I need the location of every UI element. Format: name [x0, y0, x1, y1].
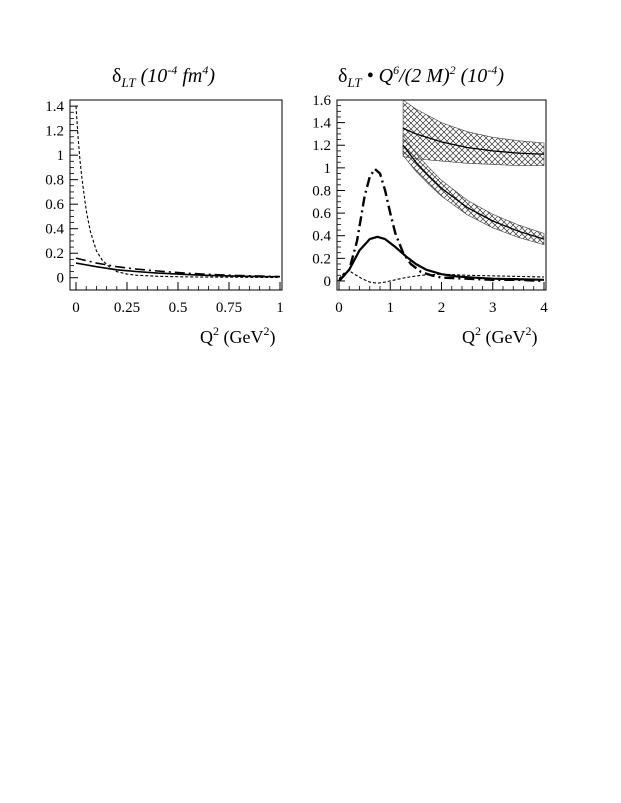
right-series-line-dashed	[338, 270, 545, 284]
left-x-tick-label: 0.5	[169, 300, 188, 316]
right-y-tick-label: 0.8	[312, 183, 331, 199]
left-y-tick-label: 0	[57, 271, 65, 287]
right-y-tick-label: 1	[324, 161, 332, 177]
left-y-tick-label: 1.2	[45, 124, 64, 140]
left-y-tick-label: 0.2	[45, 246, 64, 262]
right-x-tick-label: 4	[540, 300, 548, 316]
left-series	[75, 106, 281, 279]
left-y-tick-label: 0.4	[45, 222, 64, 238]
right-y-tick-label: 0.2	[312, 251, 331, 267]
left-panel: δLT (10-4 fm4) 0 0.25 0.5 0.75 1 0 0.2 0.4 0.6 0.…	[45, 63, 284, 348]
right-band-central-line-4	[402, 144, 545, 240]
left-series-line-solid	[75, 262, 281, 278]
left-x-tick-label: 0.75	[216, 300, 242, 316]
left-x-tick-label: 1	[276, 300, 284, 316]
left-y-tick-label: 0.8	[45, 173, 64, 189]
left-panel-title: δLT (10-4 fm4)	[112, 63, 215, 90]
right-x-tick-label: 3	[489, 300, 497, 316]
right-x-tick-label: 2	[438, 300, 446, 316]
left-y-tick-label: 0.6	[45, 197, 64, 213]
left-y-tick-label: 1	[57, 148, 65, 164]
left-x-axis-label: Q2 (GeV2)	[200, 324, 275, 348]
right-band-central-line-3	[402, 127, 545, 155]
left-plot-frame	[69, 99, 283, 291]
right-y-tick-label: 0	[324, 274, 332, 290]
right-y-tick-label: 1.2	[312, 138, 331, 154]
left-series-line-dashdot	[75, 257, 281, 278]
right-series-line-solid-bold	[338, 235, 545, 282]
right-y-tick-label: 0.4	[312, 229, 331, 245]
right-panel: δLT • Q6/(2 M)2 (10-4) 0 1 2 3 4 0 0.2 0.4 0.6 0.…	[312, 63, 548, 348]
right-x-tick-label: 1	[387, 300, 395, 316]
right-x-axis-label: Q2 (GeV2)	[462, 324, 537, 348]
left-series-line-dashed	[75, 106, 281, 279]
right-error-band-4	[402, 134, 545, 246]
right-x-tick-label: 0	[335, 300, 343, 316]
right-panel-title: δLT • Q6/(2 M)2 (10-4)	[338, 63, 504, 90]
right-y-tick-label: 1.4	[312, 116, 331, 132]
right-axes: 0 1 2 3 4 0 0.2 0.4 0.6 0.8 1 1.2 1.4 1.6	[312, 93, 548, 316]
right-y-tick-label: 0.6	[312, 206, 331, 222]
left-y-tick-label: 1.4	[45, 99, 64, 115]
left-x-tick-label: 0.25	[114, 300, 140, 316]
right-y-tick-label: 1.6	[312, 93, 331, 109]
left-axes: 0 0.25 0.5 0.75 1 0 0.2 0.4 0.6 0.8 1 1.2 1.4	[45, 99, 284, 316]
right-error-band-3	[402, 100, 545, 166]
right-series	[338, 100, 545, 284]
left-x-tick-label: 0	[72, 300, 80, 316]
right-series-line-dashdot-bold	[338, 167, 545, 283]
